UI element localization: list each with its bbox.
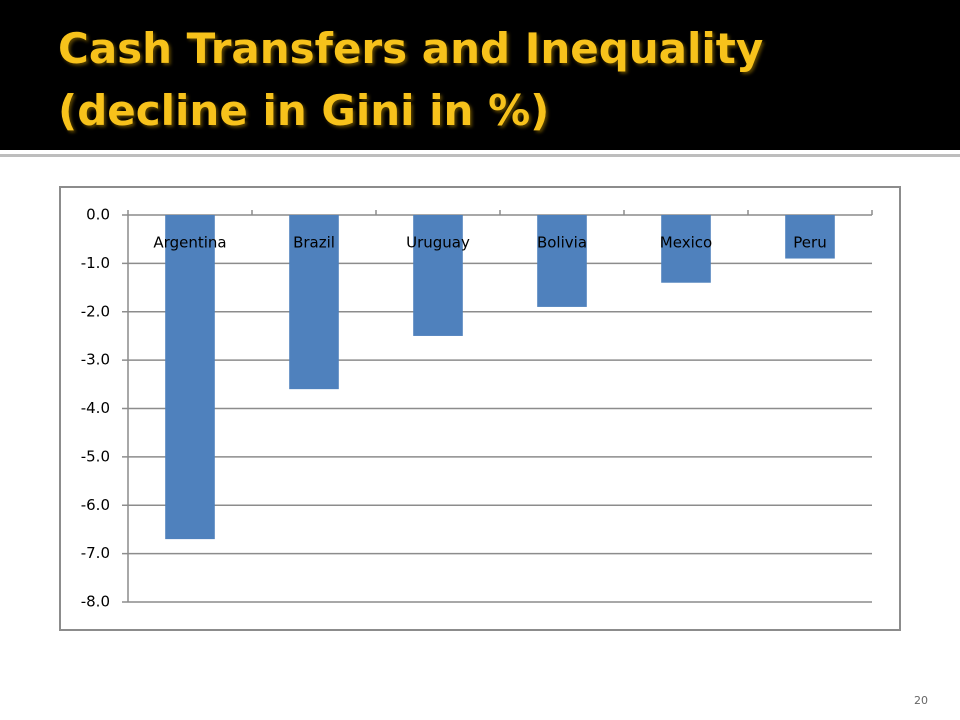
bar: [661, 215, 711, 283]
y-tick-label: -3.0: [81, 351, 110, 369]
y-tick-label: -1.0: [81, 254, 110, 272]
header-bar: [0, 0, 960, 150]
header-rule: [0, 154, 960, 157]
x-tick-label: Brazil: [293, 234, 335, 252]
y-tick-label: -7.0: [81, 544, 110, 562]
y-tick-label: -5.0: [81, 447, 110, 465]
y-tick-label: -2.0: [81, 302, 110, 320]
y-tick-label: 0.0: [86, 206, 110, 224]
x-tick-label: Bolivia: [537, 234, 587, 252]
y-tick-label: -8.0: [81, 593, 110, 611]
x-tick-label: Peru: [793, 234, 826, 252]
bar: [165, 215, 215, 540]
x-tick-label: Mexico: [660, 234, 712, 252]
slide-title: Cash Transfers and Inequality (decline i…: [58, 24, 764, 135]
bar: [413, 215, 463, 336]
bar: [537, 215, 587, 307]
bar: [289, 215, 339, 390]
x-tick-label: Argentina: [153, 234, 226, 252]
page-number: 20: [914, 694, 928, 707]
x-tick-label: Uruguay: [406, 234, 470, 252]
bar: [785, 215, 835, 259]
y-tick-label: -4.0: [81, 399, 110, 417]
y-tick-label: -6.0: [81, 496, 110, 514]
